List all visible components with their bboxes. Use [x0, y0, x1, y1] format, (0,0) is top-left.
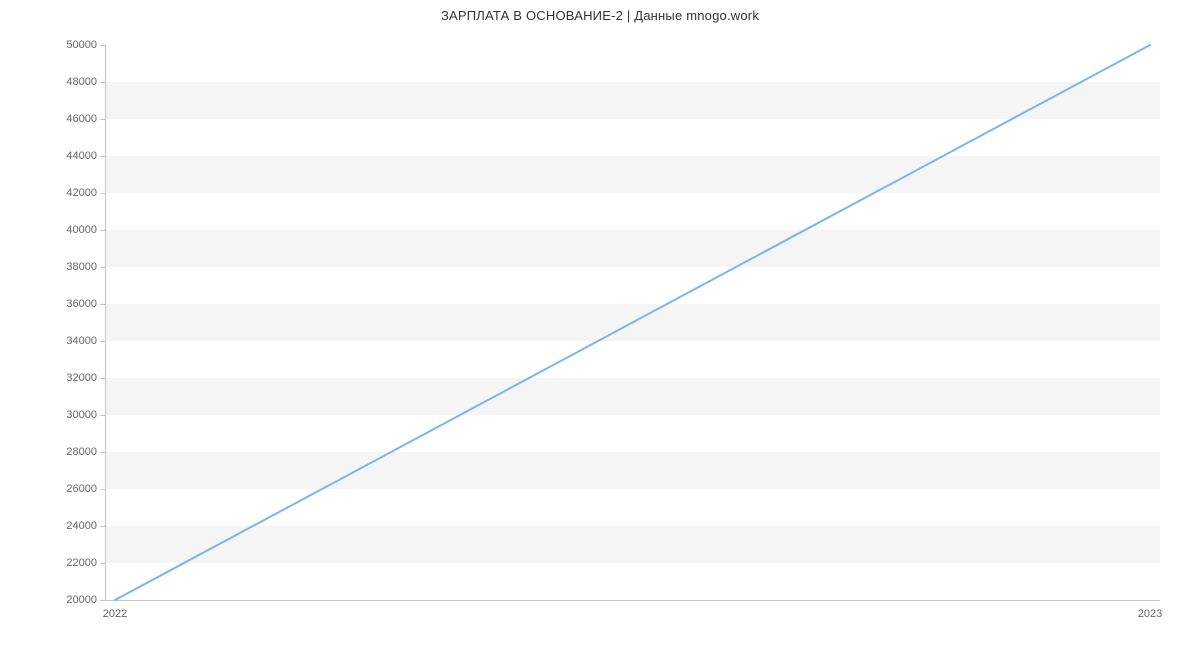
- y-tick-label: 30000: [66, 409, 97, 421]
- x-tick-label: 2022: [103, 608, 127, 620]
- salary-chart: ЗАРПЛАТА В ОСНОВАНИЕ-2 | Данные mnogo.wo…: [0, 0, 1200, 650]
- y-tick-label: 24000: [66, 520, 97, 532]
- y-tick-label: 50000: [66, 39, 97, 51]
- y-tick-label: 22000: [66, 557, 97, 569]
- y-tick-label: 28000: [66, 446, 97, 458]
- y-tick-label: 44000: [66, 150, 97, 162]
- y-tick-label: 26000: [66, 483, 97, 495]
- y-tick-label: 32000: [66, 372, 97, 384]
- series-line-salary: [115, 45, 1150, 600]
- y-tick-label: 36000: [66, 298, 97, 310]
- y-tick-label: 38000: [66, 261, 97, 273]
- y-tick-label: 20000: [66, 594, 97, 606]
- plot-area: 2000022000240002600028000300003200034000…: [105, 45, 1160, 600]
- y-tick-label: 46000: [66, 113, 97, 125]
- y-tick-label: 48000: [66, 76, 97, 88]
- x-tick-label: 2023: [1138, 608, 1162, 620]
- y-tick-label: 40000: [66, 224, 97, 236]
- y-tick-label: 42000: [66, 187, 97, 199]
- x-axis-line: [105, 600, 1160, 601]
- y-tick-label: 34000: [66, 335, 97, 347]
- series-layer: [105, 45, 1160, 600]
- y-tick-mark: [100, 600, 105, 601]
- chart-title: ЗАРПЛАТА В ОСНОВАНИЕ-2 | Данные mnogo.wo…: [0, 8, 1200, 23]
